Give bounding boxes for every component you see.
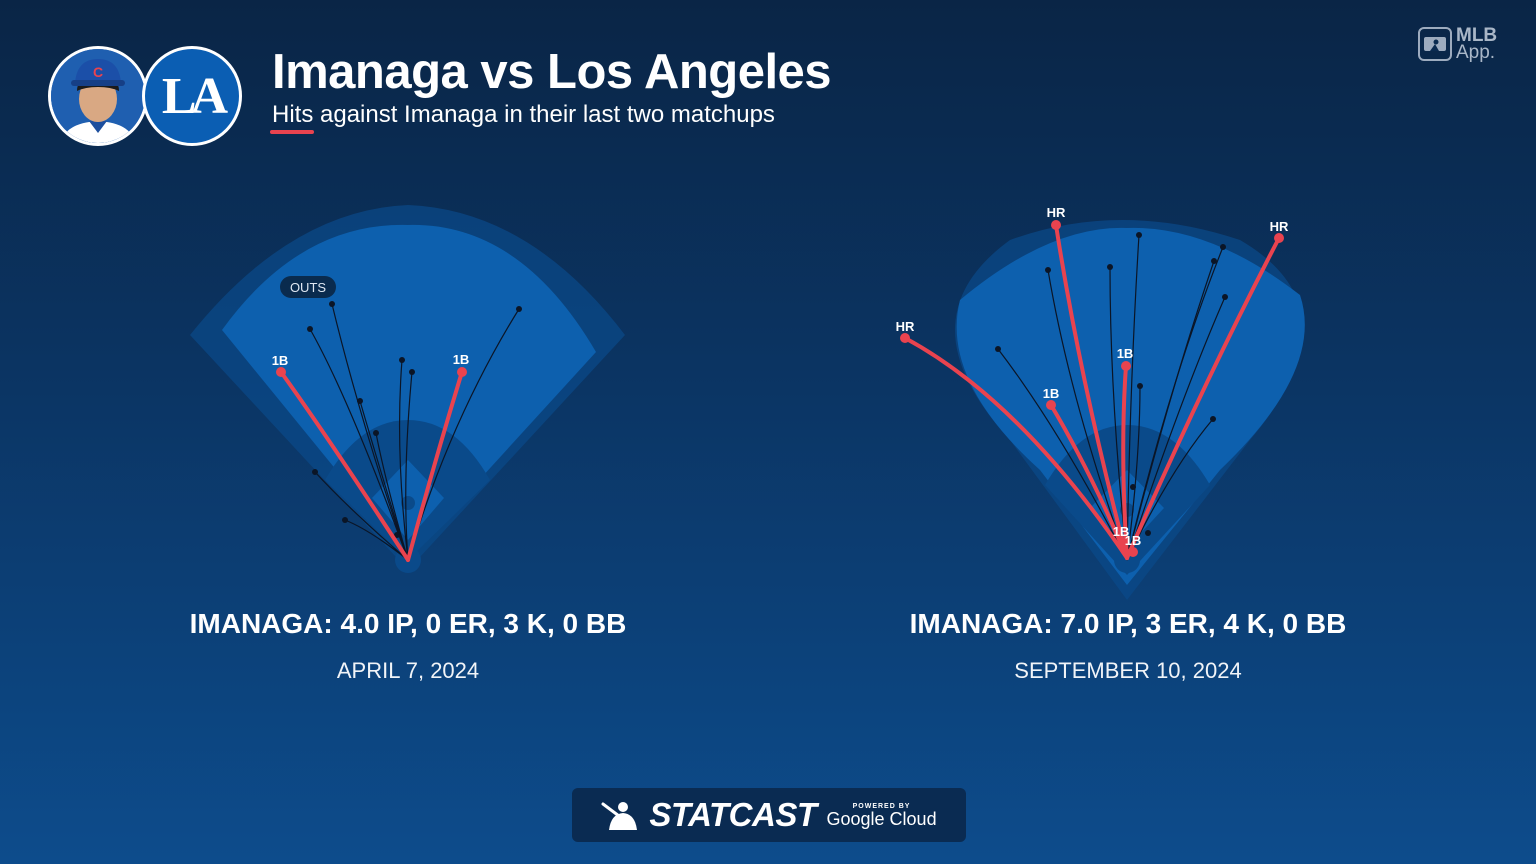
hit-label: HR: [1270, 219, 1289, 234]
hit-1b-center-right: 1B: [1117, 346, 1134, 560]
hit-1b-left: 1B: [272, 353, 410, 562]
hit-1b-infield-b: 1B: [1125, 533, 1142, 557]
mlb-logo-line1: MLB: [1456, 25, 1498, 46]
outs-group: [307, 301, 522, 561]
hit-label: 1B: [272, 353, 289, 368]
player-photo-icon: C: [51, 49, 145, 143]
page-title: Imanaga vs Los Angeles: [272, 45, 832, 99]
hit-label: HR: [896, 319, 915, 334]
hit-hr-center: HR: [1047, 205, 1129, 560]
mlb-logo-icon: [1418, 27, 1452, 61]
page-subtitle: Hits against Imanaga in their last two m…: [272, 101, 775, 128]
svg-text:C: C: [93, 64, 103, 80]
google-cloud-text: Google Cloud: [826, 808, 937, 829]
outs-label: OUTS: [290, 280, 326, 295]
hit-1b-leftcenter: 1B: [1043, 386, 1129, 560]
hit-label: 1B: [1117, 346, 1134, 361]
team-logo-text: LA: [161, 67, 228, 125]
statcast-brand: STATCAST: [649, 796, 817, 833]
date-september: SEPTEMBER 10, 2024: [1014, 658, 1242, 683]
spray-chart-september: HR HR HR 1B 1B 1B 1B: [896, 205, 1305, 600]
mlb-app-logo: MLB App.: [1418, 24, 1514, 64]
powered-by-text: POWERED BY: [852, 802, 911, 810]
mlb-logo-line2: App.: [1456, 42, 1496, 63]
hit-1b-infield-a: 1B: [1113, 524, 1130, 548]
subtitle-accent-bar: [270, 130, 314, 134]
hit-label: HR: [1047, 205, 1066, 220]
spray-chart-april: OUTS 1B 1B: [190, 205, 625, 573]
statcast-footer: STATCAST POWERED BY Google Cloud: [572, 788, 966, 842]
stat-line-april: IMANAGA: 4.0 IP, 0 ER, 3 K, 0 BB: [189, 608, 627, 639]
hit-label: 1B: [1125, 533, 1142, 548]
hit-label: 1B: [453, 352, 470, 367]
batter-silhouette-icon: [601, 802, 638, 830]
hit-hr-leftfield: HR: [896, 319, 1129, 560]
hit-label: 1B: [1043, 386, 1060, 401]
hit-hr-rightfield: HR: [1125, 219, 1289, 560]
date-april: APRIL 7, 2024: [336, 658, 480, 683]
stat-line-september: IMANAGA: 7.0 IP, 3 ER, 4 K, 0 BB: [909, 608, 1347, 639]
outs-badge: OUTS: [280, 276, 336, 298]
hit-1b-center: 1B: [406, 352, 470, 562]
player-avatar: C: [48, 46, 148, 146]
hit-label: 1B: [1113, 524, 1130, 539]
dodgers-logo: LA: [142, 46, 242, 146]
